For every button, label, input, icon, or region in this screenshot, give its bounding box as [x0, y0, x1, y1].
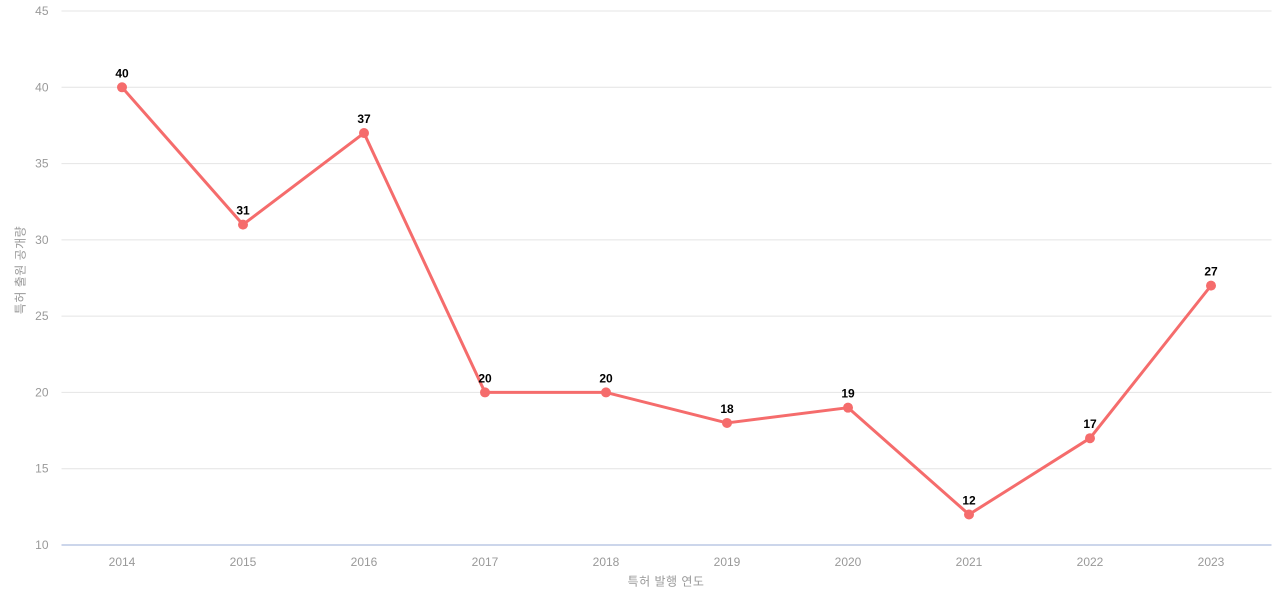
- data-point[interactable]: [964, 509, 974, 520]
- data-point[interactable]: [480, 387, 490, 398]
- data-label: 40: [115, 66, 129, 80]
- x-tick-label: 2020: [835, 555, 862, 569]
- x-tick-label: 2014: [109, 555, 136, 569]
- x-tick-label: 2015: [230, 555, 257, 569]
- y-axis-title: 특허 출원 공개량: [13, 225, 28, 315]
- y-tick-label: 15: [35, 462, 49, 476]
- data-label: 19: [841, 387, 855, 401]
- y-tick-label: 45: [35, 4, 49, 18]
- x-tick-label: 2016: [351, 555, 378, 569]
- data-point[interactable]: [1206, 280, 1216, 291]
- series-line: [120, 85, 1213, 516]
- y-tick-label: 30: [35, 233, 49, 247]
- x-tick-label: 2017: [472, 555, 499, 569]
- y-tick-label: 10: [35, 538, 49, 552]
- data-point[interactable]: [722, 417, 732, 428]
- y-tick-label: 20: [35, 385, 49, 399]
- data-label: 31: [236, 204, 250, 218]
- y-tick-label: 35: [35, 157, 49, 171]
- x-tick-label: 2018: [593, 555, 620, 569]
- data-label: 18: [720, 402, 734, 416]
- data-point[interactable]: [359, 128, 369, 139]
- y-tick-label: 40: [35, 80, 49, 94]
- x-tick-label: 2021: [956, 555, 983, 569]
- data-label: 17: [1083, 417, 1097, 431]
- data-label: 27: [1204, 265, 1218, 279]
- data-label: 20: [478, 371, 492, 385]
- data-point[interactable]: [601, 387, 611, 398]
- data-point[interactable]: [1085, 433, 1095, 444]
- x-tick-label: 2023: [1198, 555, 1225, 569]
- x-axis-title: 특허 발행 연도: [627, 574, 705, 589]
- data-label: 20: [599, 371, 613, 385]
- data-label: 37: [357, 112, 371, 126]
- data-point[interactable]: [117, 82, 127, 93]
- data-label: 12: [962, 493, 976, 507]
- data-point[interactable]: [238, 219, 248, 230]
- x-tick-label: 2019: [714, 555, 741, 569]
- data-point[interactable]: [843, 402, 853, 413]
- x-tick-label: 2022: [1077, 555, 1104, 569]
- y-tick-label: 25: [35, 309, 49, 323]
